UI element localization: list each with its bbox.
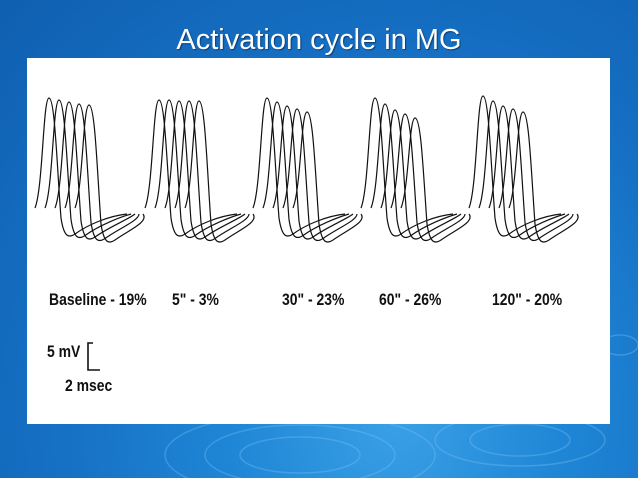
trace-4-0 bbox=[468, 95, 562, 237]
condition-label-30s: 30" - 23% bbox=[282, 290, 345, 309]
condition-label-120s: 120" - 20% bbox=[492, 290, 563, 309]
trace-2-4 bbox=[292, 111, 363, 243]
trace-4-4 bbox=[508, 111, 579, 243]
trace-group-4 bbox=[468, 95, 579, 243]
trace-3-4 bbox=[400, 117, 471, 243]
trace-0-3 bbox=[64, 103, 140, 242]
trace-2-3 bbox=[282, 108, 358, 242]
trace-4-3 bbox=[498, 108, 574, 242]
condition-label-baseline: Baseline - 19% bbox=[49, 290, 147, 309]
slide-title: Activation cycle in MG bbox=[176, 24, 462, 56]
trace-2-0 bbox=[252, 97, 346, 237]
trace-3-1 bbox=[370, 103, 458, 239]
trace-3-3 bbox=[390, 113, 466, 242]
trace-group-1 bbox=[144, 99, 255, 243]
trace-1-3 bbox=[174, 100, 250, 242]
figure-panel: Baseline - 19% 5" - 3% 30" - 23% 60" - 2… bbox=[27, 58, 610, 424]
scale-voltage-label: 5 mV bbox=[47, 342, 81, 361]
scale-time-label: 2 msec bbox=[65, 376, 113, 395]
waveform-traces bbox=[34, 95, 579, 243]
trace-group-2 bbox=[252, 97, 363, 243]
trace-group-3 bbox=[360, 97, 471, 243]
condition-label-60s: 60" - 26% bbox=[379, 290, 442, 309]
scale-bar bbox=[87, 342, 100, 371]
trace-1-4 bbox=[184, 100, 255, 243]
trace-group-0 bbox=[34, 97, 145, 243]
trace-3-0 bbox=[360, 97, 454, 237]
trace-0-4 bbox=[74, 104, 145, 243]
condition-label-5s: 5" - 3% bbox=[172, 290, 219, 309]
